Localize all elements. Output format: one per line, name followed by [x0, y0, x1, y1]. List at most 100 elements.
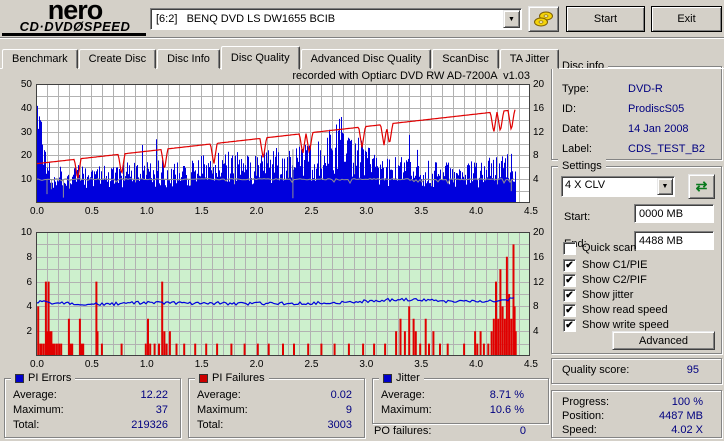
axis-tick-label: 40	[20, 102, 32, 114]
checkbox-quick-scan[interactable]: Quick scan	[563, 241, 636, 255]
jitter-swatch-icon	[383, 373, 392, 383]
checkbox-show-write-speed[interactable]: ✔ Show write speed	[563, 318, 669, 332]
stat-row: Total: 219326	[13, 419, 168, 431]
stat-row: Maximum: 9	[197, 404, 352, 416]
tab-advanced-disc-quality[interactable]: Advanced Disc Quality	[300, 49, 432, 69]
stat-row: Average: 12.22	[13, 389, 168, 401]
axis-tick-label: 4	[26, 301, 32, 313]
scan-speed-select[interactable]: 4 X CLV ▼	[561, 176, 675, 197]
pi-errors-swatch-icon	[15, 373, 24, 383]
checkbox-show-read-speed[interactable]: ✔ Show read speed	[563, 303, 668, 317]
axis-tick-label: 20	[533, 227, 545, 238]
axis-tick-label: 2.5	[304, 359, 319, 370]
tab-disc-quality[interactable]: Disc Quality	[220, 46, 300, 70]
checkbox-icon[interactable]: ✔	[563, 273, 576, 287]
exit-button[interactable]: Exit	[651, 6, 722, 32]
pi-errors-stats-box: PI Errors Average: 12.22 Maximum: 37 Total…	[4, 371, 181, 438]
axis-tick-label: 2	[26, 326, 32, 338]
checkbox-show-c1-pie[interactable]: ✔ Show C1/PIE	[563, 258, 647, 272]
tab-disc-info[interactable]: Disc Info	[157, 49, 220, 69]
advanced-button[interactable]: Advanced	[612, 331, 715, 350]
disc-info-row: Label: CDS_TEST_B2	[562, 143, 706, 155]
stat-row: Total: 3003	[197, 419, 352, 431]
axis-tick-label: 3.0	[359, 359, 374, 370]
eject-disc-button[interactable]	[528, 6, 559, 32]
disc-info-row: ID: ProdiscS05	[562, 103, 685, 115]
axis-tick-label: 4	[533, 326, 539, 338]
checkbox-icon[interactable]	[563, 241, 576, 255]
axis-tick-label: 8	[533, 150, 539, 162]
axis-tick-label: 3.0	[359, 206, 374, 217]
chevron-down-icon[interactable]: ▼	[503, 10, 520, 28]
axis-tick-label: 0.0	[30, 359, 44, 370]
axis-tick-label: 1.0	[139, 206, 154, 217]
checkbox-icon[interactable]: ✔	[563, 288, 576, 302]
progress-row: Speed: 4.02 X	[562, 424, 703, 436]
tab-benchmark[interactable]: Benchmark	[2, 49, 78, 69]
quality-score-row: Quality score: 95	[562, 364, 699, 376]
axis-tick-label: 1.5	[194, 359, 209, 370]
logo-underline	[2, 33, 146, 36]
end-field[interactable]	[634, 231, 714, 250]
axis-tick-label: 4.5	[524, 359, 538, 370]
pi-failures-swatch-icon	[199, 373, 208, 383]
axis-tick-label: 10	[20, 174, 32, 186]
po-failures-row: PO failures: 0	[374, 425, 526, 437]
tab-create-disc[interactable]: Create Disc	[78, 49, 157, 69]
axis-tick-label: 3.5	[414, 206, 429, 217]
chart-title: recorded with Optiarc DVD RW AD-7200A v1…	[292, 70, 530, 82]
checkbox-show-c2-pif[interactable]: ✔ Show C2/PIF	[563, 273, 647, 287]
start-field[interactable]	[634, 204, 714, 223]
jitter-legend: Jitter	[379, 371, 424, 385]
drive-select[interactable]: [6:2] BENQ DVD LS DW1655 BCIB ▼	[150, 8, 522, 30]
checkbox-icon[interactable]: ✔	[563, 303, 576, 317]
axis-tick-label: 4	[533, 174, 539, 186]
axis-tick-label: 8	[26, 251, 32, 263]
stat-row: Average: 8.71 %	[381, 389, 524, 401]
header-divider	[0, 37, 724, 39]
refresh-arrows-icon: ⇄	[695, 178, 708, 194]
axis-tick-label: 1.0	[139, 359, 154, 370]
disc-info-box: Disc info Type: DVD-R ID: ProdiscS05 Date:…	[551, 59, 722, 160]
app-logo: nero CD·DVDØSPEED	[4, 0, 146, 34]
start-button[interactable]: Start	[566, 6, 645, 32]
stat-row: Maximum: 37	[13, 404, 168, 416]
quality-score-box: Quality score: 95	[551, 358, 722, 384]
settings-legend: Settings	[558, 159, 606, 173]
tab-bar: Benchmark Create Disc Disc Info Disc Qua…	[2, 45, 560, 70]
refresh-button[interactable]: ⇄	[688, 174, 715, 199]
disc-info-row: Date: 14 Jan 2008	[562, 123, 689, 135]
pi-failures-stats-box: PI Failures Average: 0.02 Maximum: 9 Total…	[188, 371, 365, 438]
scan-speed-value: 4 X CLV	[565, 179, 606, 191]
settings-box: Settings 4 X CLV ▼ ⇄ Start: End: Quick s…	[551, 159, 722, 354]
jitter-stats-box: Jitter Average: 8.71 % Maximum: 10.6 %	[372, 371, 549, 424]
quality-score-value: 95	[686, 364, 699, 376]
checkbox-icon[interactable]: ✔	[563, 318, 576, 332]
progress-box: Progress: 100 % Position: 4487 MB Speed: 4.…	[551, 390, 722, 438]
axis-tick-label: 3.5	[414, 359, 429, 370]
drive-select-value: [6:2] BENQ DVD LS DW1655 BCIB	[153, 11, 502, 27]
tab-scandisc[interactable]: ScanDisc	[432, 49, 499, 69]
logo-cdspeed-text: CD·DVDØSPEED	[19, 19, 131, 34]
chevron-down-icon[interactable]: ▼	[657, 178, 673, 195]
checkbox-icon[interactable]: ✔	[563, 258, 576, 272]
stat-row: Maximum: 10.6 %	[381, 404, 524, 416]
axis-tick-label: 20	[533, 79, 545, 90]
axis-tick-label: 12	[533, 126, 545, 138]
axis-tick-label: 12	[533, 276, 545, 288]
axis-tick-label: 4.0	[469, 206, 484, 217]
progress-row: Progress: 100 %	[562, 396, 703, 408]
pi-failures-legend: PI Failures	[195, 371, 269, 385]
progress-row: Position: 4487 MB	[562, 410, 703, 422]
axis-tick-label: 4.5	[524, 206, 538, 217]
tab-ta-jitter[interactable]: TA Jitter	[499, 49, 560, 69]
axis-tick-label: 50	[20, 79, 32, 90]
axis-tick-label: 10	[20, 227, 32, 238]
axis-tick-label: 0.5	[84, 359, 99, 370]
axis-tick-label: 0.5	[84, 206, 99, 217]
axis-tick-label: 2.5	[304, 206, 319, 217]
checkbox-show-jitter[interactable]: ✔ Show jitter	[563, 288, 633, 302]
start-field-label: Start:	[564, 211, 591, 223]
disc-info-legend: Disc info	[558, 59, 609, 73]
